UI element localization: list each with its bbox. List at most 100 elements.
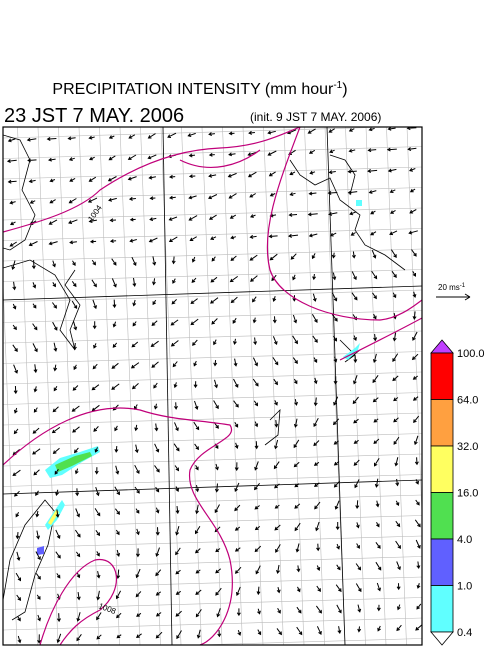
coastline bbox=[329, 154, 356, 196]
wind-arrow bbox=[37, 634, 42, 644]
wind-arrow bbox=[114, 446, 119, 453]
wind-arrow bbox=[52, 447, 60, 455]
wind-arrow bbox=[88, 135, 95, 140]
init-time: (init. 9 JST 7 MAY. 2006) bbox=[250, 110, 381, 124]
wind-arrow bbox=[373, 438, 380, 445]
wind-arrow bbox=[252, 378, 259, 387]
wind-arrow bbox=[151, 361, 159, 368]
wind-arrow bbox=[208, 132, 215, 137]
wind-arrow bbox=[347, 190, 358, 195]
wind-arrow bbox=[335, 522, 340, 531]
wind-arrow bbox=[332, 418, 340, 426]
wind-arrow bbox=[127, 154, 137, 160]
wind-arrow bbox=[397, 604, 401, 611]
wind-arrow bbox=[349, 211, 357, 216]
colorbar-label: 64.0 bbox=[457, 395, 478, 407]
wind-arrow bbox=[195, 504, 199, 515]
legend-label: 20 ms-1 bbox=[438, 283, 466, 292]
wind-arrow bbox=[35, 551, 41, 561]
wind-arrow bbox=[12, 281, 17, 291]
wind-arrow bbox=[51, 426, 61, 434]
wind-arrow bbox=[333, 376, 338, 385]
wind-arrow bbox=[112, 342, 118, 348]
wind-arrow bbox=[33, 469, 40, 476]
wind-arrow bbox=[294, 398, 298, 406]
grid-line bbox=[3, 494, 422, 508]
wind-arrow bbox=[352, 396, 359, 405]
wind-arrow bbox=[255, 565, 261, 575]
wind-arrow bbox=[289, 171, 296, 176]
grid-line bbox=[78, 127, 100, 645]
wind-arrow bbox=[16, 594, 22, 601]
wind-arrow bbox=[69, 177, 76, 182]
wind-arrow bbox=[413, 435, 419, 446]
wind-arrow bbox=[355, 583, 362, 593]
wind-arrow bbox=[333, 440, 339, 445]
wind-arrow bbox=[155, 547, 160, 557]
wind-arrow bbox=[337, 626, 342, 634]
wind-arrow bbox=[94, 508, 101, 517]
grid-line bbox=[3, 351, 422, 364]
wind-arrow bbox=[210, 297, 219, 304]
wind-arrow bbox=[92, 321, 97, 330]
wind-arrow bbox=[336, 604, 342, 614]
wind-arrow bbox=[135, 548, 140, 558]
wind-arrow bbox=[208, 173, 217, 178]
wind-arrow bbox=[355, 563, 362, 571]
wind-arrow bbox=[392, 292, 397, 299]
wind-arrow bbox=[116, 612, 122, 619]
wind-arrow bbox=[26, 137, 37, 142]
wind-arrow bbox=[91, 279, 97, 288]
wind-arrow bbox=[312, 293, 317, 302]
wind-arrow bbox=[249, 254, 258, 261]
wind-arrow bbox=[368, 190, 377, 194]
wind-arrow bbox=[316, 626, 322, 635]
wind-arrow bbox=[331, 292, 338, 302]
wind-arrow bbox=[234, 462, 239, 472]
wind-arrow bbox=[274, 400, 278, 406]
wind-arrow bbox=[296, 586, 301, 593]
wind-arrow bbox=[230, 255, 237, 262]
wind-arrow bbox=[132, 321, 137, 327]
coastline bbox=[3, 259, 81, 351]
wind-arrow bbox=[356, 543, 360, 549]
wind-arrow bbox=[175, 486, 179, 492]
wind-arrow bbox=[6, 159, 17, 163]
wind-arrow bbox=[56, 573, 61, 579]
grid-line bbox=[304, 127, 325, 645]
wind-arrow bbox=[415, 479, 419, 485]
wind-arrow bbox=[351, 251, 356, 259]
wind-arrow bbox=[351, 292, 358, 301]
wind-arrow bbox=[75, 488, 80, 497]
wind-arrow bbox=[314, 501, 321, 510]
wind-arrow bbox=[67, 136, 76, 141]
wind-arrow bbox=[373, 313, 377, 320]
wind-arrow bbox=[311, 314, 318, 323]
wind-arrow bbox=[111, 278, 117, 288]
wind-arrow bbox=[17, 635, 22, 644]
wind-arrow bbox=[308, 191, 317, 196]
wind-arrow bbox=[36, 594, 41, 600]
grid-line bbox=[119, 127, 141, 645]
wind-arrow bbox=[136, 612, 142, 617]
wind-arrow bbox=[188, 174, 196, 179]
wind-arrow bbox=[311, 253, 316, 260]
wind-arrow bbox=[87, 197, 98, 203]
wind-arrow bbox=[173, 382, 178, 389]
wind-arrow bbox=[348, 128, 355, 132]
wind-arrow bbox=[415, 499, 420, 506]
wind-arrow bbox=[413, 415, 420, 424]
wind-arrow bbox=[252, 357, 258, 367]
wind-arrow bbox=[32, 303, 37, 309]
wind-arrow bbox=[254, 421, 259, 428]
wind-arrow bbox=[333, 356, 338, 363]
wind-arrow bbox=[210, 276, 218, 283]
wind-arrow bbox=[333, 335, 338, 342]
wind-arrow bbox=[289, 192, 296, 196]
colorbar-label: 100.0 bbox=[457, 348, 485, 360]
wind-arrow bbox=[294, 483, 300, 488]
wind-arrow bbox=[13, 364, 18, 374]
wind-arrow bbox=[353, 335, 357, 341]
wind-arrow bbox=[55, 529, 61, 539]
